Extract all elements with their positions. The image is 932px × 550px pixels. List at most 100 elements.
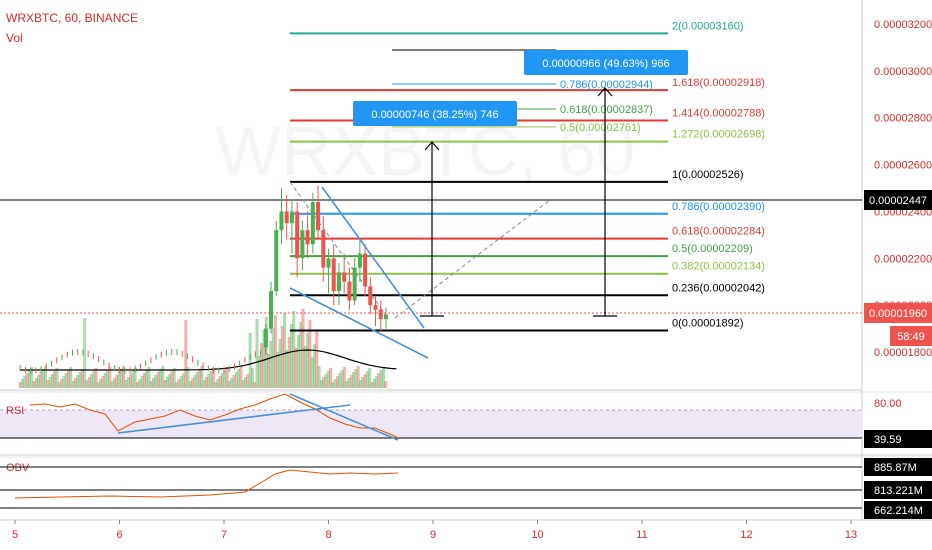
fib2-level-label: 0.5(0.00002761) bbox=[560, 122, 641, 134]
volume-bar bbox=[195, 372, 199, 388]
symbol-title: WRXBTC, 60, BINANCE bbox=[6, 11, 138, 25]
time-axis[interactable]: 5 6 7 8 9 10 11 12 13 bbox=[12, 520, 857, 541]
volume-bar bbox=[223, 370, 227, 388]
volume-bar bbox=[221, 373, 225, 388]
volume-bar bbox=[129, 374, 133, 388]
volume-bar bbox=[308, 320, 312, 388]
volume-bar bbox=[67, 370, 71, 388]
volume-bar bbox=[39, 372, 43, 388]
volume-bar bbox=[41, 369, 45, 388]
current-price-badge: 0.00001960 bbox=[864, 303, 932, 323]
price-tick: 0.00002200 bbox=[874, 253, 932, 265]
volume-bar bbox=[368, 368, 372, 388]
volume-bar bbox=[156, 372, 160, 388]
volume-bar bbox=[158, 369, 162, 388]
rsi-label: RSI bbox=[6, 405, 24, 417]
volume-bar bbox=[253, 382, 257, 388]
volume-bar bbox=[375, 376, 379, 388]
volume-bar bbox=[172, 368, 176, 388]
fib-level-label: 1.414(0.00002788) bbox=[672, 108, 765, 120]
volume-bar bbox=[262, 330, 266, 388]
rsi-line bbox=[29, 393, 399, 439]
volume-bar bbox=[384, 381, 388, 388]
measure-arrow-1[interactable] bbox=[420, 141, 444, 317]
volume-bar bbox=[175, 382, 179, 388]
obv-label: OBV bbox=[6, 462, 30, 474]
measure-badge-1: 0.00000746 (38.25%) 746 bbox=[353, 101, 517, 126]
volume-bar bbox=[21, 379, 25, 388]
obv-badge-2 bbox=[864, 481, 932, 499]
volume-bar bbox=[379, 370, 383, 388]
volume-bar bbox=[165, 377, 169, 388]
volume-bar bbox=[287, 337, 291, 388]
volume-bar bbox=[202, 380, 206, 388]
volume-bar bbox=[142, 373, 146, 388]
obv-badge-1 bbox=[864, 458, 932, 476]
countdown-badge: 58:49 bbox=[890, 326, 932, 346]
volume-bar bbox=[149, 381, 153, 388]
volume-bar bbox=[324, 374, 328, 388]
svg-text:0.00001960: 0.00001960 bbox=[869, 308, 927, 320]
time-tick: 10 bbox=[531, 529, 543, 541]
volume-bar bbox=[280, 326, 284, 388]
volume-bars bbox=[18, 309, 388, 388]
volume-bar bbox=[161, 366, 165, 388]
volume-bar bbox=[78, 372, 82, 388]
wedge-upper-line bbox=[321, 186, 425, 329]
time-tick: 7 bbox=[221, 529, 227, 541]
candle-body bbox=[284, 211, 289, 224]
volume-bar bbox=[53, 371, 57, 388]
volume-bar bbox=[225, 367, 229, 388]
volume-bar bbox=[255, 319, 259, 388]
rsi-trendlines[interactable] bbox=[117, 393, 399, 441]
volume-bar bbox=[204, 377, 208, 388]
volume-bar bbox=[312, 344, 316, 388]
candle-body bbox=[368, 286, 373, 306]
fib-retracement[interactable]: 0(0.00001892) 0.236(0.00002042) 0.382(0.00… bbox=[290, 20, 765, 332]
volume-bar bbox=[60, 379, 64, 388]
candle-body bbox=[357, 253, 362, 268]
volume-bar bbox=[94, 368, 98, 388]
wedge-trendlines[interactable] bbox=[289, 186, 429, 359]
candle-body bbox=[347, 281, 352, 301]
svg-text:0.00000746 (38.25%) 746: 0.00000746 (38.25%) 746 bbox=[371, 109, 498, 121]
volume-bar bbox=[87, 377, 91, 388]
volume-bar bbox=[34, 378, 38, 388]
volume-bar bbox=[106, 370, 110, 388]
volume-bar bbox=[209, 371, 213, 388]
measure-arrow-2[interactable] bbox=[593, 87, 617, 317]
volume-bar bbox=[370, 382, 374, 388]
time-tick: 13 bbox=[845, 529, 857, 541]
candle-body bbox=[289, 211, 294, 224]
volume-bar bbox=[340, 370, 344, 388]
volume-bar bbox=[345, 381, 349, 388]
candle-body bbox=[300, 230, 305, 259]
volume-bar bbox=[101, 376, 105, 388]
volume-bar bbox=[257, 356, 261, 388]
obv-badge-3 bbox=[864, 501, 932, 519]
candle-body bbox=[295, 211, 300, 259]
candle-body bbox=[373, 305, 378, 310]
volume-bar bbox=[292, 311, 296, 388]
time-tick: 6 bbox=[116, 529, 122, 541]
volume-bar bbox=[193, 375, 197, 388]
volume-bar bbox=[46, 380, 50, 388]
measure-badge-2: 0.00000966 (49.63%) 966 bbox=[524, 50, 688, 75]
rsi-current-badge bbox=[864, 430, 932, 448]
volume-bar bbox=[103, 373, 107, 388]
volume-bar bbox=[76, 375, 80, 388]
price-tick: 0.00003000 bbox=[874, 66, 932, 78]
volume-bar bbox=[168, 374, 172, 388]
volume-bar bbox=[23, 376, 27, 388]
candle-body bbox=[331, 258, 336, 292]
volume-bar bbox=[310, 357, 314, 388]
volume-bar bbox=[69, 367, 73, 388]
volume-bar bbox=[354, 369, 358, 388]
fib2-level-label: 0.786(0.00002944) bbox=[560, 79, 653, 91]
volume-bar bbox=[138, 379, 142, 388]
candle-body bbox=[352, 267, 357, 301]
volume-bar bbox=[232, 375, 236, 388]
volume-bar bbox=[80, 369, 84, 388]
volume-bar bbox=[218, 376, 222, 388]
